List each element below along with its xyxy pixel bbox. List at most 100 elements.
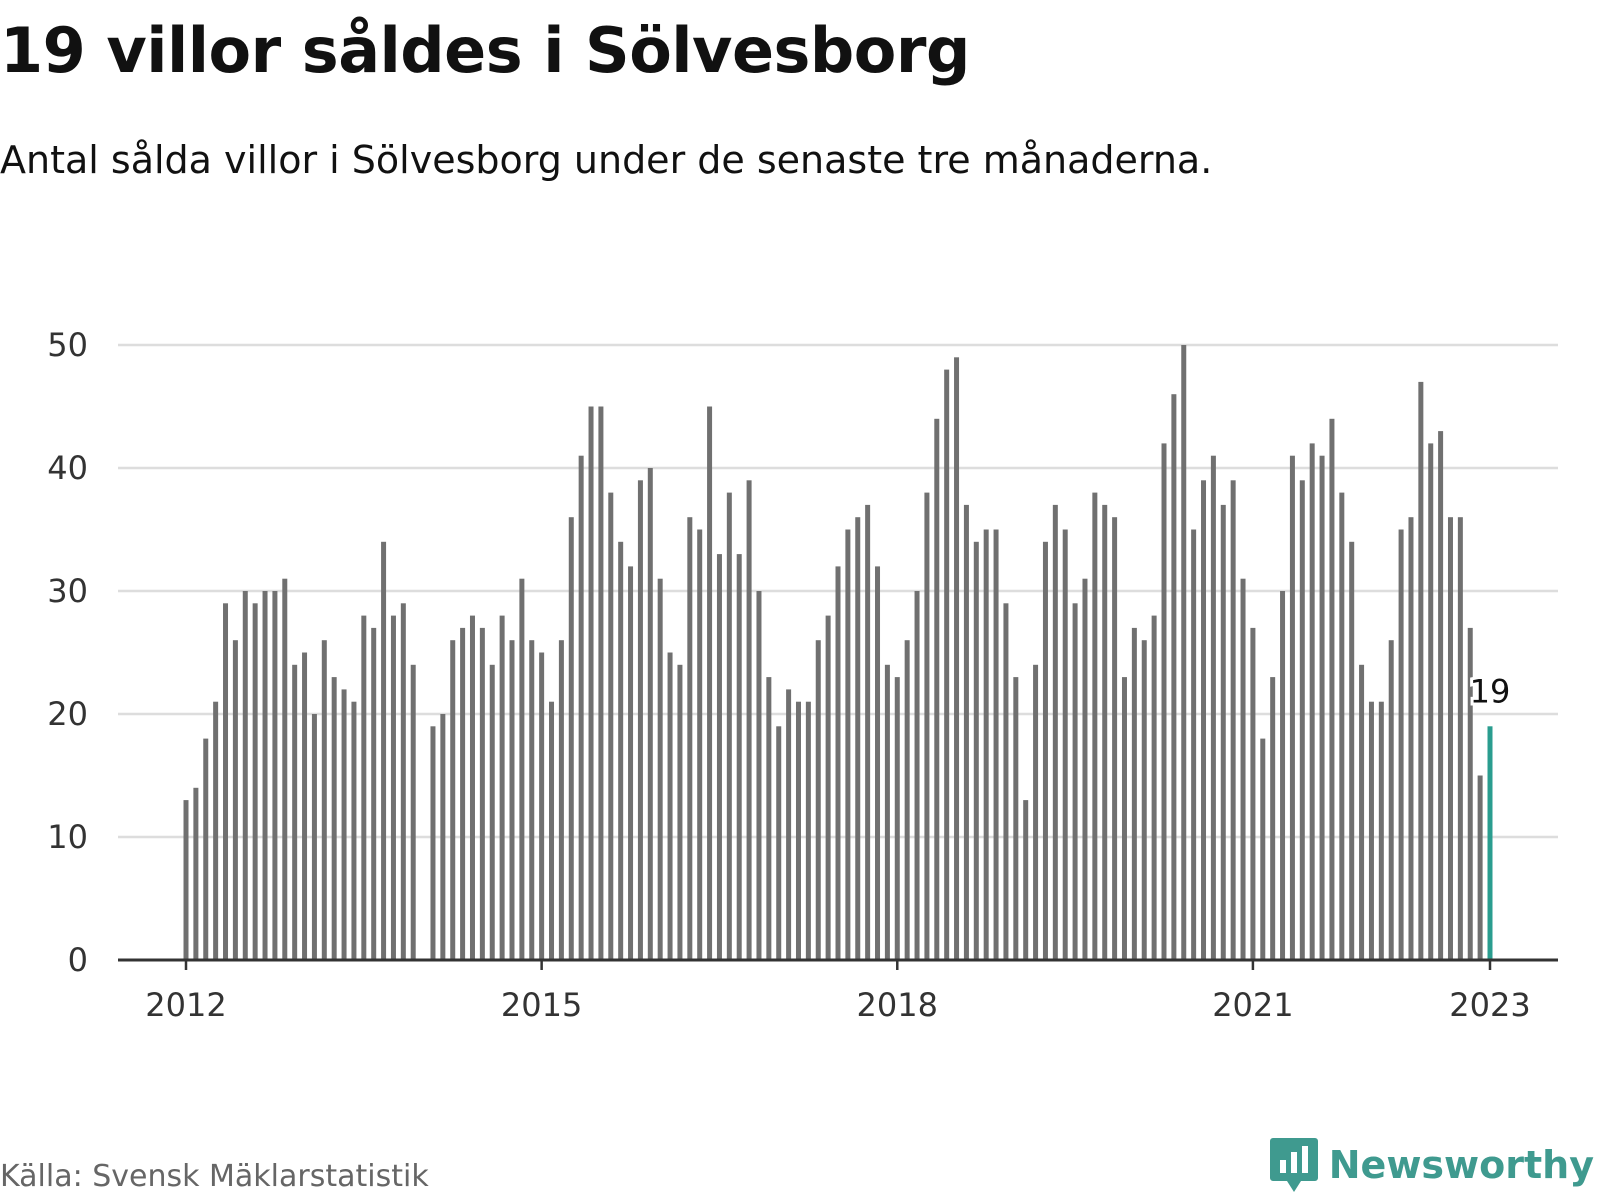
- bar: [924, 492, 930, 960]
- bar: [469, 615, 475, 960]
- bar: [1062, 529, 1068, 960]
- bar: [1428, 443, 1434, 960]
- x-tick-label: 2021: [1212, 986, 1293, 1024]
- bar: [875, 566, 881, 960]
- bar: [1161, 443, 1167, 960]
- bar: [1092, 492, 1098, 960]
- bar: [786, 689, 792, 960]
- value-label: 19: [1470, 672, 1511, 710]
- bar: [232, 640, 238, 960]
- bar: [805, 701, 811, 960]
- bar: [815, 640, 821, 960]
- bar-highlight: [1487, 726, 1493, 960]
- bar: [1378, 701, 1384, 960]
- bar: [637, 480, 643, 960]
- bar: [193, 787, 199, 960]
- bar: [973, 541, 979, 960]
- bar: [795, 701, 801, 960]
- bar: [736, 554, 742, 960]
- bar: [707, 406, 713, 960]
- bar: [1042, 541, 1048, 960]
- bar: [539, 652, 545, 960]
- bar: [529, 640, 535, 960]
- bar: [914, 591, 920, 960]
- bar: [302, 652, 308, 960]
- bar: [1309, 443, 1315, 960]
- x-tick-label: 2012: [145, 986, 226, 1024]
- bar: [1151, 615, 1157, 960]
- bar: [1280, 591, 1286, 960]
- bar: [351, 701, 357, 960]
- bar: [460, 627, 466, 960]
- bar: [1210, 455, 1216, 960]
- bar: [934, 418, 940, 960]
- bar: [1339, 492, 1345, 960]
- chart-subtitle: Antal sålda villor i Sölvesborg under de…: [0, 138, 1213, 182]
- bar: [884, 664, 890, 960]
- bar: [1201, 480, 1207, 960]
- bar: [450, 640, 456, 960]
- bar: [776, 726, 782, 960]
- bar: [944, 369, 950, 961]
- bar: [361, 615, 367, 960]
- chart-title: 19 villor såldes i Sölvesborg: [0, 14, 970, 87]
- bar: [1023, 800, 1029, 960]
- bar: [282, 578, 288, 960]
- bar: [1438, 431, 1444, 961]
- bar: [1220, 504, 1226, 960]
- bar: [381, 541, 387, 960]
- bar: [509, 640, 515, 960]
- bar: [1289, 455, 1295, 960]
- bar: [311, 714, 317, 960]
- bar: [1329, 418, 1335, 960]
- bar: [519, 578, 525, 960]
- bar: [756, 591, 762, 960]
- bar: [1230, 480, 1236, 960]
- bar: [499, 615, 505, 960]
- y-tick-label: 0: [68, 941, 88, 979]
- bar: [1467, 627, 1473, 960]
- bar: [993, 529, 999, 960]
- bar: [321, 640, 327, 960]
- bar: [242, 591, 248, 960]
- bar: [983, 529, 989, 960]
- bar: [568, 517, 574, 960]
- bar: [746, 480, 752, 960]
- bar: [954, 357, 960, 960]
- bar: [657, 578, 663, 960]
- highlight-annotation: 19: [1467, 669, 1514, 713]
- bar: [292, 664, 298, 960]
- bar: [1121, 677, 1127, 960]
- bar: [430, 726, 436, 960]
- brand-logo: Newsworthy: [1269, 1136, 1594, 1194]
- bar: [1033, 664, 1039, 960]
- source-note: Källa: Svensk Mäklarstatistik: [0, 1159, 429, 1194]
- bar: [331, 677, 337, 960]
- bar: [1319, 455, 1325, 960]
- bar: [1270, 677, 1276, 960]
- bar: [667, 652, 673, 960]
- y-tick-label: 10: [47, 818, 88, 856]
- y-tick-label: 30: [47, 572, 88, 610]
- bar: [1082, 578, 1088, 960]
- bar: [410, 664, 416, 960]
- bar: [608, 492, 614, 960]
- y-tick-label: 40: [47, 449, 88, 487]
- bar: [766, 677, 772, 960]
- bar: [647, 468, 653, 960]
- bar: [894, 677, 900, 960]
- bar: [835, 566, 841, 960]
- x-axis: 2012 2015 2018 2021 2023: [118, 958, 1558, 1024]
- bar: [1171, 394, 1177, 960]
- bar: [371, 627, 377, 960]
- bar: [1359, 664, 1365, 960]
- bar: [1072, 603, 1078, 960]
- bar: [1191, 529, 1197, 960]
- bars: [183, 345, 1493, 961]
- bar: [1013, 677, 1019, 960]
- bar: [223, 603, 229, 960]
- bar: [963, 504, 969, 960]
- bar: [1388, 640, 1394, 960]
- bar: [1349, 541, 1355, 960]
- bar: [183, 800, 189, 960]
